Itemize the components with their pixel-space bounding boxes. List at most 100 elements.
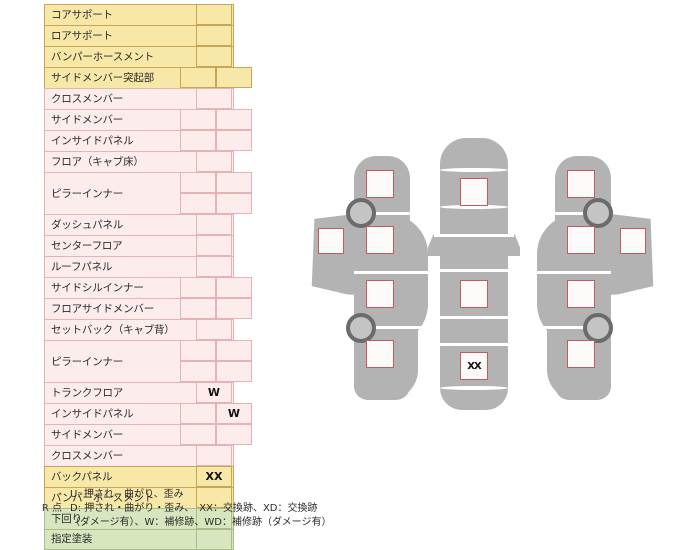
schematic-cell-roof-panel — [196, 256, 232, 277]
diagram-mark-roof-center — [460, 280, 488, 308]
diagram-mark-hood-center — [460, 178, 488, 206]
legend-text-u: U: 押され、曲がり、歪み — [70, 489, 184, 500]
schematic-cell-side-sill-inner-r — [216, 277, 252, 298]
table-row: フロア（キャブ床） — [44, 151, 234, 172]
schematic-cell-back-panel: XX — [196, 466, 232, 487]
table-row-label: 指定塗装 — [51, 533, 93, 546]
table-row-label: バンパーホースメント — [51, 50, 154, 63]
center-mirror-flare — [428, 234, 520, 256]
schematic-strip: W W XX — [180, 4, 252, 550]
diagram-mark-left-front-door — [366, 226, 394, 254]
table-row-label: フロア（キャブ床） — [51, 155, 144, 168]
schematic-cell-designated-paint — [196, 529, 232, 550]
schematic-cell-floor-cab — [196, 151, 232, 172]
schematic-cell-side-member-proj-left — [180, 67, 216, 88]
diagram-mark-right-quarter — [567, 340, 595, 368]
schematic-cell-setback-cab-rear — [196, 319, 232, 340]
diagram-mark-right-front-door — [567, 226, 595, 254]
diagram-mark-right-front-pillar — [567, 170, 595, 198]
legend-row-u: - U: 押され、曲がり、歪み — [26, 488, 446, 501]
wheel-rear-left-icon — [346, 313, 376, 343]
car-body-diagram: XX — [309, 128, 685, 418]
schematic-cell-inside-panel-fl — [180, 130, 216, 151]
center-seam-5 — [440, 316, 508, 319]
schematic-cell-inside-panel-rr: W — [216, 403, 252, 424]
schematic-cell-pillar-inner-c-l — [180, 340, 216, 361]
wheel-rear-right-icon — [583, 313, 613, 343]
table-row-label: ダッシュパネル — [51, 218, 124, 231]
legend-key-dash: - — [58, 489, 62, 500]
schematic-cell-pillar-inner-d-l — [180, 361, 216, 382]
table-row: セットバック（キャブ背） — [44, 319, 234, 340]
diagram-mark-left-front-pillar — [366, 170, 394, 198]
schematic-cell-dash-panel — [196, 214, 232, 235]
inspection-table: コアサポート ロアサポート バンパーホースメント サイドメンバー突起部 クロスメンバーサ… — [44, 4, 234, 550]
left-fender-flap — [311, 214, 354, 296]
diagram-mark-trunk-center: XX — [460, 352, 488, 380]
diagram-mark-right-rear-door — [567, 280, 595, 308]
table-row-label: サイドシルインナー — [51, 281, 144, 294]
schematic-cell-pillar-inner-d-r — [216, 361, 252, 382]
right-seam-fender — [610, 293, 656, 298]
schematic-cell-floor-side-member-l — [180, 298, 216, 319]
schematic-cell-bumper-reinforce-front — [196, 46, 232, 67]
table-row: ダッシュパネル — [44, 214, 234, 235]
table-row-label: ルーフパネル — [51, 260, 113, 273]
left-seam-3 — [354, 326, 424, 329]
table-row-label: サイドメンバー突起部 — [51, 71, 154, 84]
table-row: センターフロア — [44, 235, 234, 256]
schematic-cell-underbody — [196, 508, 232, 529]
schematic-cell-side-sill-inner-l — [180, 277, 216, 298]
wheel-front-right-icon — [583, 198, 613, 228]
legend-text-continued: （ダメージ有）、W：補修跡、WD：補修跡（ダメージ有） — [70, 517, 332, 528]
schematic-cell-center-floor — [196, 235, 232, 256]
schematic-cell-pillar-inner-b-l — [180, 193, 216, 214]
table-row: バンパーホースメント — [44, 46, 234, 67]
wheel-front-left-icon — [346, 198, 376, 228]
schematic-cell-side-member-r — [216, 109, 252, 130]
schematic-cell-cross-member-front — [196, 88, 232, 109]
right-seam-3 — [541, 326, 611, 329]
table-row: クロスメンバー — [44, 445, 234, 466]
table-row-label: 下回り — [51, 512, 82, 525]
center-seam-2 — [440, 205, 508, 209]
center-seam-1 — [440, 168, 508, 172]
table-row: バンパーホースメント — [44, 487, 234, 508]
left-seam-fender — [309, 293, 355, 298]
diagram-mark-left-rear-door — [366, 280, 394, 308]
table-row-label: トランクフロア — [51, 386, 124, 399]
schematic-cell-floor-side-member-r — [216, 298, 252, 319]
table-row-label: サイドメンバー — [51, 428, 124, 441]
table-row: ルーフパネル — [44, 256, 234, 277]
table-row-label: コアサポート — [51, 8, 113, 21]
diagram-mark-left-fender — [318, 228, 344, 254]
schematic-cell-core-support — [196, 4, 232, 25]
schematic-cell-pillar-inner-c-r — [216, 340, 252, 361]
schematic-cell-side-member-rr — [216, 424, 252, 445]
legend-row-r: R 点 D: 押され・曲がり・歪み、 XX：交換跡、XD：交換跡 — [26, 502, 446, 515]
left-seam-2 — [354, 271, 428, 274]
table-row: 下回り — [44, 508, 234, 529]
schematic-cell-inside-panel-rl — [180, 403, 216, 424]
table-row-label: クロスメンバー — [51, 92, 124, 105]
schematic-cell-pillar-inner-a-r — [216, 172, 252, 193]
table-row-label: クロスメンバー — [51, 449, 124, 462]
center-seam-6 — [440, 343, 508, 346]
table-row: ロアサポート — [44, 25, 234, 46]
legend: - U: 押され、曲がり、歪み R 点 D: 押され・曲がり・歪み、 XX：交換… — [26, 488, 446, 529]
diagram-mark-right-fender — [620, 228, 646, 254]
schematic-cell-bumper-reinforce-rear — [196, 487, 232, 508]
schematic-cell-pillar-inner-a-l — [180, 172, 216, 193]
table-row: クロスメンバー — [44, 88, 234, 109]
schematic-cell-side-member-l — [180, 109, 216, 130]
table-row-label: インサイドパネル — [51, 407, 134, 420]
table-row-label: セットバック（キャブ背） — [51, 323, 175, 336]
table-row-label: フロアサイドメンバー — [51, 302, 154, 315]
right-seam-1 — [537, 212, 611, 215]
schematic-cell-inside-panel-fr — [216, 130, 252, 151]
table-row-label: インサイドパネル — [51, 134, 134, 147]
legend-key-rpoint: R 点 — [41, 503, 62, 514]
right-seam-2 — [537, 271, 611, 274]
schematic-cell-cross-member-rear — [196, 445, 232, 466]
center-seam-7 — [440, 386, 508, 390]
